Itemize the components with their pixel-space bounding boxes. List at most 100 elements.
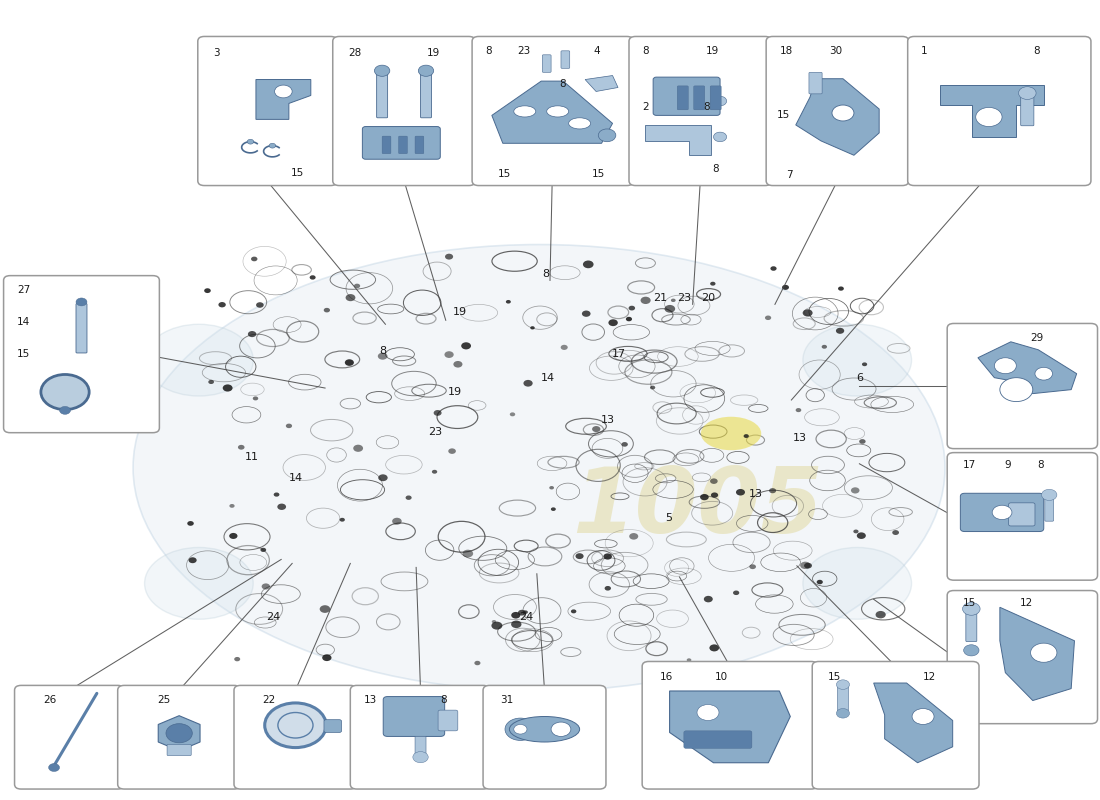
Text: 15: 15 <box>777 110 791 119</box>
Circle shape <box>859 439 866 444</box>
Circle shape <box>575 553 584 559</box>
Text: 19: 19 <box>706 46 719 56</box>
Circle shape <box>838 286 844 290</box>
Circle shape <box>686 658 692 662</box>
Ellipse shape <box>144 547 253 619</box>
FancyBboxPatch shape <box>947 453 1098 580</box>
Circle shape <box>836 328 844 334</box>
Circle shape <box>205 288 211 293</box>
Polygon shape <box>795 78 879 155</box>
Circle shape <box>1042 490 1057 501</box>
Text: 14: 14 <box>288 473 302 483</box>
Circle shape <box>378 474 387 481</box>
Circle shape <box>323 308 330 313</box>
Circle shape <box>749 564 756 569</box>
FancyBboxPatch shape <box>376 72 387 118</box>
Text: 24: 24 <box>266 612 280 622</box>
Circle shape <box>736 489 745 495</box>
Circle shape <box>892 530 899 535</box>
Circle shape <box>551 507 556 511</box>
Circle shape <box>711 478 717 484</box>
Text: 15: 15 <box>827 673 840 682</box>
Polygon shape <box>256 79 311 119</box>
Text: 12: 12 <box>923 673 936 682</box>
FancyBboxPatch shape <box>808 72 822 94</box>
Text: 15: 15 <box>592 169 605 178</box>
Circle shape <box>222 385 232 391</box>
Circle shape <box>733 590 739 595</box>
FancyBboxPatch shape <box>362 126 440 159</box>
Polygon shape <box>873 683 953 762</box>
Circle shape <box>816 580 823 584</box>
Polygon shape <box>670 691 790 762</box>
Circle shape <box>188 558 197 563</box>
Text: 1005: 1005 <box>573 464 824 552</box>
Text: 27: 27 <box>16 285 30 295</box>
Text: 21: 21 <box>652 293 667 303</box>
Circle shape <box>238 445 244 450</box>
Circle shape <box>509 412 515 416</box>
Circle shape <box>711 493 718 498</box>
Text: 14: 14 <box>16 317 30 327</box>
Circle shape <box>764 315 771 320</box>
Text: 15: 15 <box>16 349 30 358</box>
FancyBboxPatch shape <box>684 731 752 748</box>
Text: 8: 8 <box>379 346 387 355</box>
FancyBboxPatch shape <box>398 136 407 154</box>
Text: 26: 26 <box>43 694 56 705</box>
Circle shape <box>354 284 360 288</box>
Text: 16: 16 <box>660 673 673 682</box>
Circle shape <box>803 310 813 317</box>
Text: 8: 8 <box>713 164 719 174</box>
Text: 3: 3 <box>213 48 220 58</box>
Text: 15: 15 <box>292 168 305 178</box>
Circle shape <box>704 596 713 602</box>
Text: 12: 12 <box>1020 598 1033 608</box>
FancyBboxPatch shape <box>947 323 1098 449</box>
FancyBboxPatch shape <box>1045 496 1054 521</box>
Text: 8: 8 <box>542 269 549 279</box>
Circle shape <box>804 562 812 569</box>
Circle shape <box>832 105 854 121</box>
Circle shape <box>621 442 628 446</box>
Circle shape <box>506 300 510 303</box>
Circle shape <box>418 65 433 76</box>
FancyBboxPatch shape <box>629 37 771 186</box>
Circle shape <box>912 709 934 725</box>
Ellipse shape <box>803 547 912 619</box>
Polygon shape <box>492 81 613 143</box>
Text: 1: 1 <box>921 46 927 56</box>
Circle shape <box>976 107 1002 126</box>
Circle shape <box>446 254 453 259</box>
Text: 8: 8 <box>704 102 711 112</box>
Circle shape <box>1019 86 1036 99</box>
Circle shape <box>530 326 535 330</box>
Text: 15: 15 <box>497 169 510 178</box>
Text: 13: 13 <box>793 434 807 443</box>
Circle shape <box>265 703 327 747</box>
FancyBboxPatch shape <box>118 686 241 789</box>
Circle shape <box>561 345 568 350</box>
Circle shape <box>697 705 719 721</box>
Circle shape <box>795 408 801 412</box>
Circle shape <box>629 533 638 540</box>
Circle shape <box>992 506 1012 519</box>
Ellipse shape <box>803 324 912 396</box>
Circle shape <box>492 622 503 630</box>
Circle shape <box>592 426 601 432</box>
Text: 5: 5 <box>666 513 672 523</box>
Text: 8: 8 <box>559 79 565 90</box>
Circle shape <box>549 486 554 490</box>
Circle shape <box>392 518 402 525</box>
Polygon shape <box>978 342 1077 394</box>
Text: 13: 13 <box>363 694 376 705</box>
Circle shape <box>710 644 719 651</box>
Text: 9: 9 <box>1004 460 1011 470</box>
Circle shape <box>492 620 496 623</box>
Circle shape <box>229 533 238 539</box>
Circle shape <box>505 718 536 741</box>
Text: 31: 31 <box>500 694 514 705</box>
Circle shape <box>583 261 594 268</box>
Text: 10: 10 <box>715 673 728 682</box>
Circle shape <box>444 351 453 358</box>
